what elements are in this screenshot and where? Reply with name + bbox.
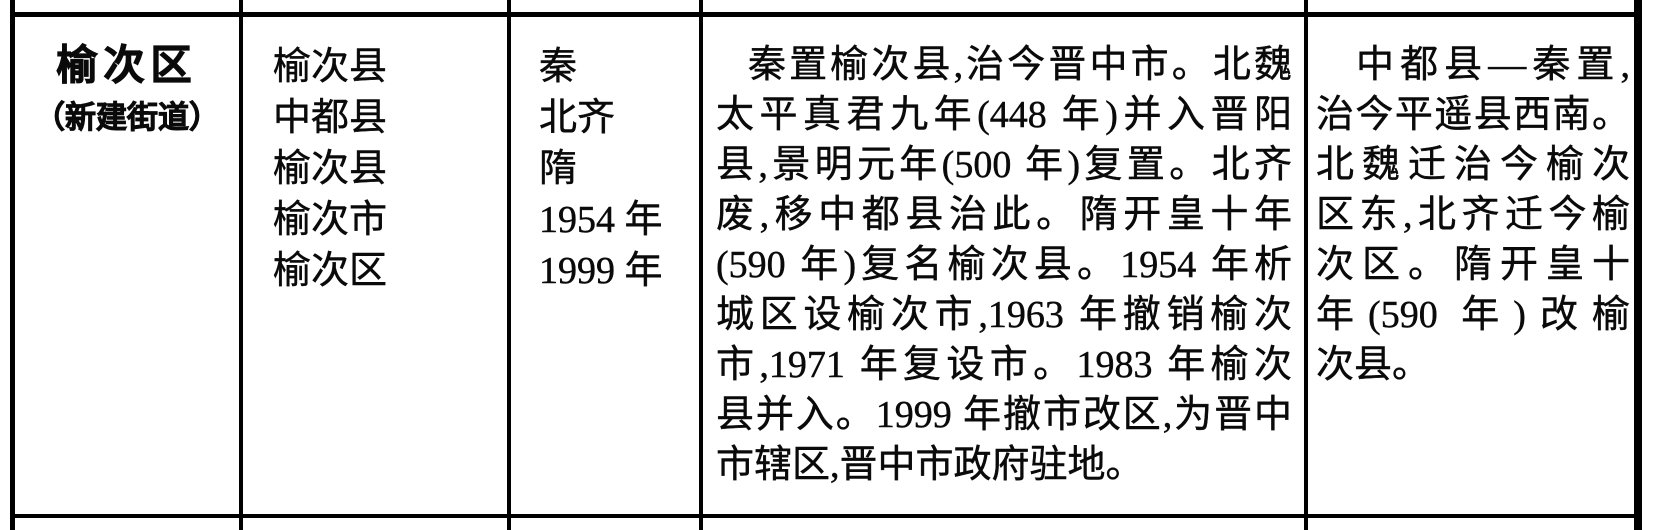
- evolution-line: (590 年)复名榆次县。1954 年析: [716, 244, 1292, 286]
- cell-region: 榆次区 （新建街道）: [15, 17, 239, 514]
- table-border-bottom: [10, 514, 1642, 518]
- note-line: 年(590 年)改榆: [1316, 294, 1630, 336]
- note-line: 次县。: [1316, 344, 1431, 386]
- cell-note-text: 中都县—秦置, 治今平遥县西南。 北魏迁治今榆次 区东,北齐迁今榆 次区。隋开皇十 年(5…: [1316, 17, 1630, 514]
- era: 北齐: [539, 97, 616, 139]
- cell-historical-names: 榆次县 中都县 榆次县 榆次市 榆次区: [243, 17, 507, 514]
- table-border-top: [10, 12, 1642, 17]
- region-subname: （新建街道）: [34, 100, 221, 136]
- historical-name: 榆次区: [273, 250, 388, 292]
- historical-name: 榆次县: [273, 148, 388, 190]
- evolution-line: 市辖区,晋中市政府驻地。: [716, 444, 1144, 486]
- era: 秦: [539, 46, 578, 88]
- historical-name: 榆次县: [273, 46, 388, 88]
- evolution-line: 市,1971 年复设市。1983 年榆次: [716, 344, 1292, 386]
- evolution-line: 县,景明元年(500 年)复置。北齐: [716, 144, 1292, 186]
- era: 隋: [539, 148, 578, 190]
- evolution-line: 废,移中都县治此。隋开皇十年: [716, 194, 1292, 236]
- era: 1999 年: [539, 250, 663, 292]
- note-line: 区东,北齐迁今榆: [1316, 194, 1630, 236]
- column-divider-2: [507, 0, 511, 530]
- note-line: 次区。隋开皇十: [1316, 244, 1630, 286]
- column-divider-1: [239, 0, 243, 530]
- cell-eras: 秦北齐隋 1954 年 1999 年: [511, 17, 699, 514]
- historical-name: 榆次市: [273, 199, 388, 241]
- region-name: 榆次区: [56, 42, 198, 88]
- column-divider-4: [1304, 0, 1308, 530]
- evolution-line: 秦置榆次县,治今晋中市。北魏: [748, 44, 1292, 86]
- table-border-left: [10, 0, 15, 530]
- evolution-line: 县并入。1999 年撤市改区,为晋中: [716, 394, 1292, 436]
- era: 1954 年: [539, 199, 663, 241]
- note-line: 北魏迁治今榆次: [1316, 144, 1630, 186]
- historical-name: 中都县: [273, 97, 388, 139]
- evolution-line: 太平真君九年(448 年)并入晋阳: [716, 94, 1292, 136]
- table-border-right: [1634, 0, 1642, 530]
- note-line: 中都县—秦置,: [1356, 44, 1630, 86]
- column-divider-3: [699, 0, 703, 530]
- note-line: 治今平遥县西南。: [1316, 94, 1630, 136]
- cell-evolution-text: 秦置榆次县,治今晋中市。北魏太平真君九年(448 年)并入晋阳 县,景明元年(50…: [716, 17, 1292, 514]
- evolution-line: 城区设榆次市,1963 年撤销榆次: [716, 294, 1292, 336]
